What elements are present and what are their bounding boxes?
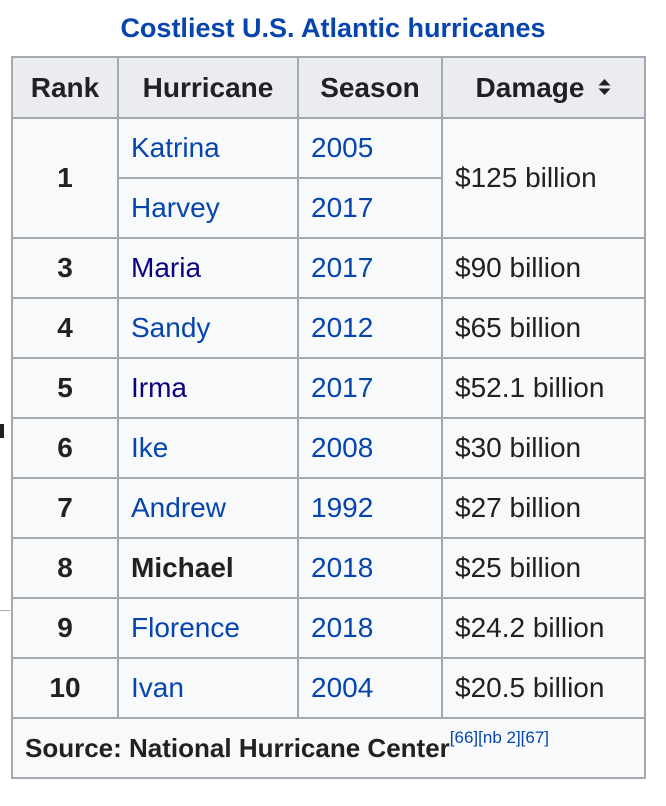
hurricane-link[interactable]: Harvey bbox=[131, 192, 220, 223]
table-row: 3 Maria 2017 $90 billion bbox=[11, 237, 646, 299]
season-link[interactable]: 2017 bbox=[311, 252, 374, 283]
damage-cell: $90 billion bbox=[441, 237, 646, 299]
edge-fragment bbox=[0, 424, 4, 438]
season-cell: 2005 bbox=[297, 117, 443, 179]
source-row: Source: National Hurricane Center[66][nb… bbox=[11, 717, 646, 779]
table-row: 9 Florence 2018 $24.2 billion bbox=[11, 597, 646, 659]
header-season: Season bbox=[297, 56, 443, 119]
rank-cell: 10 bbox=[11, 657, 119, 719]
rank-cell: 6 bbox=[11, 417, 119, 479]
damage-cell: $125 billion bbox=[441, 117, 646, 239]
hurricanes-table: Rank Hurricane Season Damage 1 Katrina 2… bbox=[11, 56, 646, 779]
table-caption: Costliest U.S. Atlantic hurricanes bbox=[120, 13, 546, 43]
hurricane-cell: Ike bbox=[117, 417, 299, 479]
hurricane-cell: Michael bbox=[117, 537, 299, 599]
table-row: Harvey 2017 bbox=[12, 177, 645, 239]
hurricane-cell: Katrina bbox=[117, 117, 299, 179]
season-cell: 2012 bbox=[297, 297, 443, 359]
season-link[interactable]: 2017 bbox=[311, 372, 374, 403]
table-row: 8 Michael 2018 $25 billion bbox=[11, 537, 646, 599]
season-link[interactable]: 2017 bbox=[311, 192, 374, 223]
table-row: 4 Sandy 2012 $65 billion bbox=[11, 297, 646, 359]
season-cell: 2018 bbox=[297, 537, 443, 599]
rank-cell: 4 bbox=[11, 297, 119, 359]
hurricane-link[interactable]: Ike bbox=[131, 432, 169, 463]
season-cell: 2017 bbox=[297, 357, 443, 419]
table-row: 6 Ike 2008 $30 billion bbox=[11, 417, 646, 479]
header-rank: Rank bbox=[11, 56, 119, 119]
season-link[interactable]: 2005 bbox=[311, 132, 374, 163]
table-row: 5 Irma 2017 $52.1 billion bbox=[11, 357, 646, 419]
hurricane-link[interactable]: Sandy bbox=[131, 312, 211, 343]
hurricane-link[interactable]: Irma bbox=[131, 372, 187, 403]
damage-cell: $30 billion bbox=[441, 417, 646, 479]
hurricane-cell: Irma bbox=[117, 357, 299, 419]
hurricane-cell: Maria bbox=[117, 237, 299, 299]
season-cell: 2017 bbox=[297, 237, 443, 299]
hurricane-cell: Ivan bbox=[117, 657, 299, 719]
hurricane-link[interactable]: Ivan bbox=[131, 672, 184, 703]
season-cell: 2018 bbox=[297, 597, 443, 659]
hurricane-cell: Andrew bbox=[117, 477, 299, 539]
damage-cell: $65 billion bbox=[441, 297, 646, 359]
rank-cell: 3 bbox=[11, 237, 119, 299]
damage-cell: $25 billion bbox=[441, 537, 646, 599]
rank-cell: 1 bbox=[11, 117, 119, 239]
header-row: Rank Hurricane Season Damage bbox=[11, 56, 646, 119]
rank-cell: 5 bbox=[11, 357, 119, 419]
season-link[interactable]: 2012 bbox=[311, 312, 374, 343]
table-row: 7 Andrew 1992 $27 billion bbox=[11, 477, 646, 539]
source-references[interactable]: [66][nb 2][67] bbox=[449, 728, 550, 747]
hurricane-cell: Harvey bbox=[117, 177, 299, 239]
header-hurricane: Hurricane bbox=[117, 56, 299, 119]
damage-cell: $24.2 billion bbox=[441, 597, 646, 659]
season-link[interactable]: 1992 bbox=[311, 492, 374, 523]
damage-cell: $52.1 billion bbox=[441, 357, 646, 419]
season-link[interactable]: 2018 bbox=[311, 552, 374, 583]
damage-cell: $20.5 billion bbox=[441, 657, 646, 719]
hurricane-cell: Sandy bbox=[117, 297, 299, 359]
header-damage[interactable]: Damage bbox=[441, 56, 646, 119]
hurricane-link[interactable]: Florence bbox=[131, 612, 240, 643]
season-link[interactable]: 2018 bbox=[311, 612, 374, 643]
hurricane-link[interactable]: Katrina bbox=[131, 132, 220, 163]
source-text: Source: National Hurricane Center bbox=[25, 733, 450, 763]
hurricane-cell: Florence bbox=[117, 597, 299, 659]
table-row: 10 Ivan 2004 $20.5 billion bbox=[11, 657, 646, 719]
season-link[interactable]: 2004 bbox=[311, 672, 374, 703]
season-cell: 2008 bbox=[297, 417, 443, 479]
season-cell: 2017 bbox=[297, 177, 443, 239]
season-link[interactable]: 2008 bbox=[311, 432, 374, 463]
edge-divider bbox=[0, 610, 10, 611]
rank-cell: 9 bbox=[11, 597, 119, 659]
rank-cell: 8 bbox=[11, 537, 119, 599]
hurricane-link[interactable]: Maria bbox=[131, 252, 202, 283]
damage-cell: $27 billion bbox=[441, 477, 646, 539]
source-cell: Source: National Hurricane Center[66][nb… bbox=[11, 717, 646, 779]
header-damage-label: Damage bbox=[475, 71, 585, 103]
table-row: 1 Katrina 2005 $125 billion bbox=[11, 117, 646, 239]
season-cell: 2004 bbox=[297, 657, 443, 719]
season-cell: 1992 bbox=[297, 477, 443, 539]
hurricane-link[interactable]: Andrew bbox=[131, 492, 226, 523]
sort-icon[interactable] bbox=[598, 78, 611, 96]
rank-cell: 7 bbox=[11, 477, 119, 539]
